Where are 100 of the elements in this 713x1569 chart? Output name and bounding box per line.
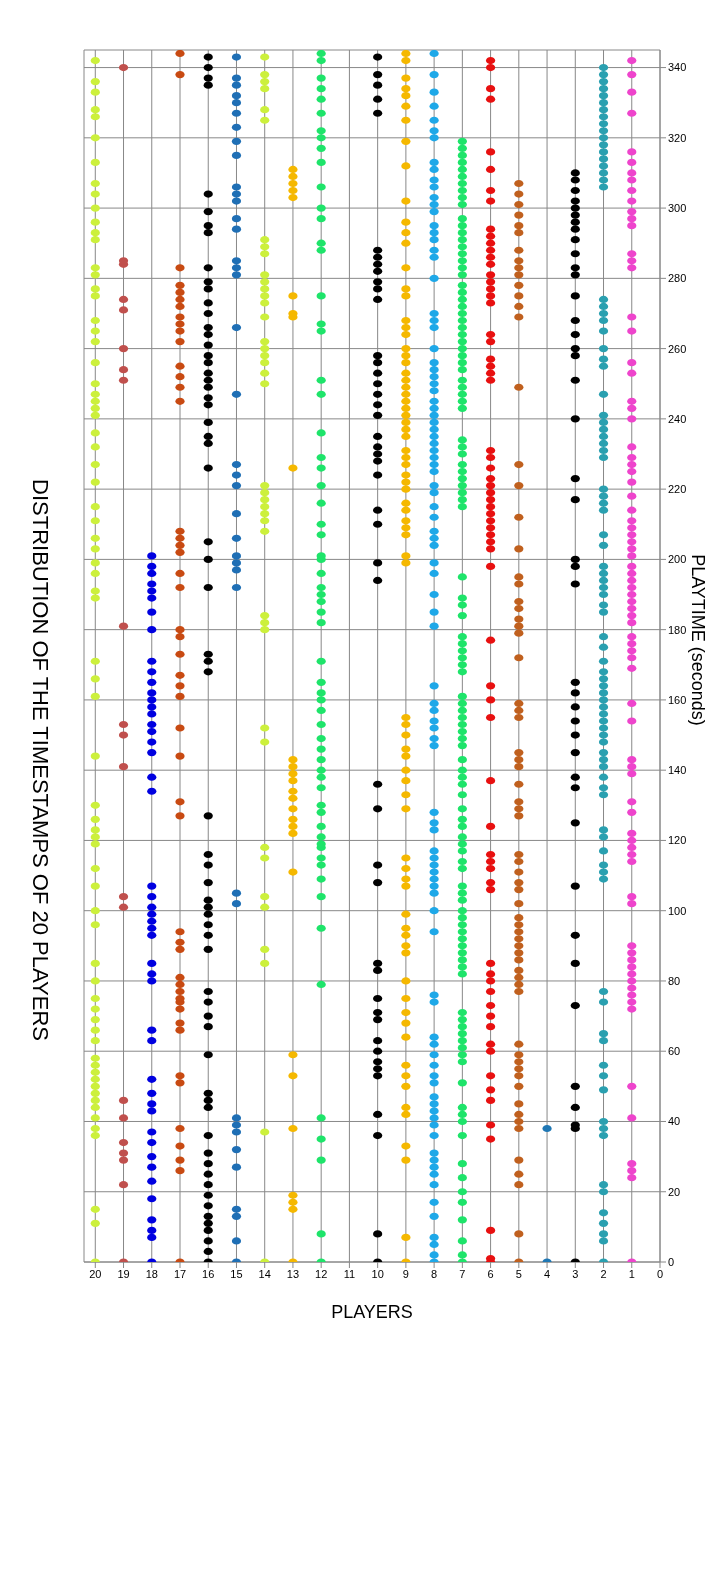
point: [288, 1198, 298, 1206]
x-tick-label: 9: [402, 1267, 409, 1280]
point: [147, 580, 157, 588]
point: [231, 271, 242, 279]
point: [570, 749, 580, 757]
point: [570, 376, 580, 384]
y-tick-label: 140: [668, 764, 687, 777]
point: [260, 612, 270, 620]
point: [260, 116, 270, 124]
point: [570, 250, 580, 258]
point: [118, 345, 129, 353]
point: [373, 520, 383, 528]
point: [231, 53, 242, 61]
x-tick-label: 1: [628, 1267, 635, 1280]
y-tick-label: 20: [668, 1185, 681, 1198]
x-tick-label: 20: [89, 1267, 102, 1280]
point: [570, 211, 580, 219]
x-tick-label: 13: [286, 1267, 300, 1280]
point: [260, 85, 270, 93]
point: [147, 1075, 157, 1083]
point: [373, 380, 383, 388]
point: [260, 292, 270, 300]
point: [147, 773, 157, 781]
point: [570, 264, 580, 272]
point: [175, 373, 185, 381]
point: [570, 169, 580, 177]
y-tick-label: 280: [668, 272, 687, 285]
point: [260, 854, 270, 862]
point: [147, 696, 157, 704]
point: [175, 70, 185, 79]
point: [570, 555, 580, 563]
point: [373, 1008, 383, 1017]
point: [175, 264, 185, 272]
point: [260, 78, 270, 86]
point: [147, 1128, 157, 1136]
point: [373, 576, 383, 585]
y-tick-label: 120: [668, 834, 687, 847]
point: [373, 260, 383, 268]
point: [118, 63, 129, 72]
point: [147, 1138, 157, 1147]
point: [260, 250, 270, 258]
point: [231, 257, 242, 265]
point: [175, 548, 185, 556]
point: [260, 70, 270, 79]
x-tick-label: 0: [656, 1267, 664, 1280]
point: [288, 794, 298, 802]
point: [175, 362, 185, 370]
point: [373, 401, 383, 409]
point: [147, 1195, 157, 1203]
y-tick-label: 160: [668, 693, 687, 706]
point: [231, 900, 242, 908]
point: [260, 510, 270, 518]
point: [570, 1001, 580, 1010]
point: [570, 819, 580, 827]
point: [373, 359, 383, 367]
point: [288, 186, 298, 195]
point: [288, 292, 298, 300]
point: [231, 482, 242, 490]
point: [147, 910, 157, 918]
x-tick-label: 14: [258, 1267, 271, 1280]
point: [570, 882, 580, 890]
point: [373, 246, 383, 254]
point: [147, 977, 157, 985]
point: [147, 787, 157, 795]
text: DISTRIBUTION OF THE TIMESTAMPS OF 20 PLAYERS: [27, 479, 53, 1041]
point: [260, 299, 270, 307]
point: [175, 541, 185, 549]
point: [175, 633, 185, 641]
point: [260, 738, 270, 746]
point: [147, 1107, 157, 1115]
point: [231, 197, 242, 205]
point: [118, 903, 129, 911]
point: [118, 622, 129, 630]
point: [373, 432, 383, 441]
point: [118, 306, 129, 314]
x-tick-label: 3: [572, 1267, 579, 1280]
point: [147, 1100, 157, 1108]
y-tick-label: 0: [668, 1255, 675, 1268]
point: [175, 313, 185, 321]
point: [231, 559, 242, 567]
point: [147, 893, 157, 901]
point: [147, 703, 157, 711]
point: [175, 1167, 185, 1175]
point: [260, 278, 270, 286]
point: [175, 397, 185, 405]
point: [260, 893, 270, 901]
point: [373, 81, 383, 89]
point: [373, 966, 383, 975]
point: [288, 805, 298, 813]
point: [175, 973, 185, 982]
point: [175, 1026, 185, 1034]
point: [231, 323, 242, 332]
point: [373, 411, 383, 419]
point: [570, 959, 580, 967]
point: [542, 1124, 552, 1133]
point: [231, 1212, 242, 1220]
point: [373, 1230, 383, 1238]
point: [570, 784, 580, 792]
point: [231, 137, 242, 145]
point: [147, 569, 157, 578]
